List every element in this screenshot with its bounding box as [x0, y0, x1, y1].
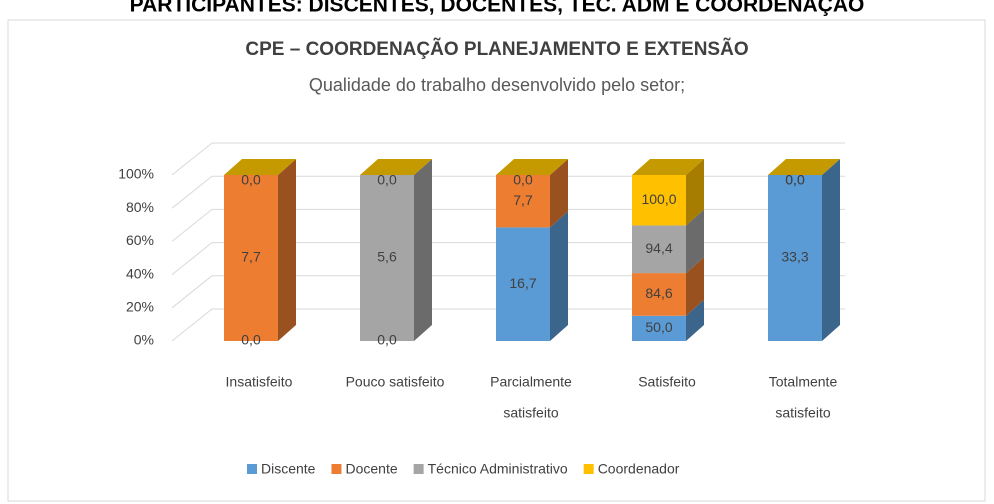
legend-label: Discente: [261, 461, 316, 477]
bar-segment: [632, 225, 686, 274]
data-label: 0,0: [377, 172, 397, 188]
bar-top: [768, 159, 840, 175]
y-tick-label: 60%: [126, 232, 154, 248]
legend-label: Técnico Administrativo: [428, 461, 568, 477]
y-tick-label: 100%: [118, 166, 154, 182]
bar-segment: [496, 227, 550, 341]
y-tick-label: 40%: [126, 265, 154, 281]
x-tick-label: satisfeito: [775, 405, 830, 421]
chart-subtitle: Qualidade do trabalho desenvolvido pelo …: [309, 75, 685, 95]
bar-side: [822, 159, 840, 341]
legend-label: Docente: [345, 461, 397, 477]
x-tick-label: Pouco satisfeito: [346, 374, 445, 390]
data-label: 0,0: [377, 332, 397, 348]
bar-top: [496, 159, 568, 175]
legend-swatch: [413, 464, 424, 474]
bar-side: [686, 209, 704, 274]
y-tick-label: 80%: [126, 199, 154, 215]
data-label: 0,0: [785, 172, 805, 188]
data-label: 84,6: [645, 285, 672, 301]
legend-swatch: [583, 464, 594, 474]
data-label: 100,0: [641, 191, 676, 207]
data-label: 7,7: [513, 192, 533, 208]
bar-segment: [360, 175, 414, 341]
data-label: 0,0: [241, 332, 261, 348]
bar-segment: [224, 175, 278, 341]
bar-side: [686, 299, 704, 341]
bar-side: [550, 211, 568, 341]
x-tick-label: Satisfeito: [638, 374, 696, 390]
chart-title: CPE – COORDENAÇÃO PLANEJAMENTO E EXTENSÃ…: [245, 38, 748, 60]
bar-side: [278, 159, 296, 341]
bar-segment: [768, 175, 822, 341]
data-label: 0,0: [785, 172, 805, 188]
bar-top: [360, 159, 432, 175]
data-label: 0,0: [241, 172, 261, 188]
bar-top: [632, 159, 704, 175]
data-label: 0,0: [513, 172, 533, 188]
page-title: PARTICIPANTES: DISCENTES, DOCENTES, TEC.…: [130, 0, 865, 17]
data-label: 33,3: [781, 249, 808, 265]
data-label: 5,6: [377, 249, 397, 265]
bar-segment: [632, 315, 686, 341]
y-tick-label: 0%: [134, 332, 154, 348]
x-tick-label: Totalmente: [769, 374, 838, 390]
bar-side: [550, 159, 568, 228]
grid-line: [171, 142, 845, 176]
x-tick-label: Insatisfeito: [226, 374, 293, 390]
bar-top: [224, 159, 296, 175]
bar-segment: [632, 273, 686, 316]
legend-swatch: [331, 464, 342, 474]
x-tick-label: satisfeito: [503, 405, 558, 421]
data-label: 7,7: [241, 249, 261, 265]
y-tick-label: 20%: [126, 299, 154, 315]
bar-side: [686, 257, 704, 316]
bar-side: [414, 159, 432, 341]
legend-swatch: [247, 464, 257, 474]
bar-side: [686, 159, 704, 226]
data-label: 16,7: [509, 275, 536, 291]
data-label: 50,0: [645, 319, 672, 335]
data-label: 94,4: [645, 240, 672, 256]
x-tick-label: Parcialmente: [490, 374, 572, 390]
legend-label: Coordenador: [598, 461, 680, 477]
bar-segment: [632, 175, 686, 226]
bar-segment: [496, 175, 550, 228]
